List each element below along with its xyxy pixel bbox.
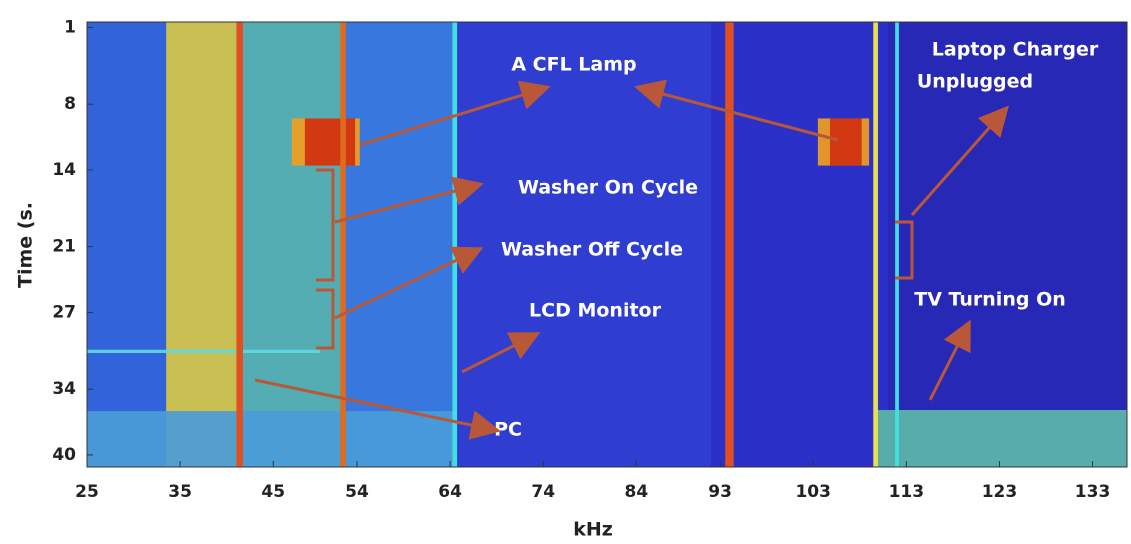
x-axis-label: kHz (573, 519, 613, 541)
x-tick-label: 113 (889, 482, 925, 502)
spectral-region (344, 22, 455, 467)
y-tick-label: 27 (52, 302, 76, 322)
spectral-region (875, 410, 1127, 467)
annotation: Laptop Charger (932, 39, 1099, 61)
spectral-region (829, 118, 862, 166)
emission-line (725, 22, 734, 467)
x-tick-label: 35 (168, 482, 192, 502)
annotation: TV Turning On (914, 289, 1066, 311)
emission-line (452, 22, 458, 467)
x-tick-label: 54 (345, 482, 369, 502)
y-tick-label: 8 (64, 94, 76, 114)
x-tick-label: 74 (531, 482, 555, 502)
annotation: A CFL Lamp (511, 54, 636, 76)
spectral-region (87, 411, 455, 467)
annotation-arrow (461, 332, 541, 374)
plot-frame (86, 21, 1128, 468)
annotation-arrow (359, 80, 551, 147)
y-tick-label: 34 (52, 379, 76, 399)
y-tick-label: 1 (64, 17, 76, 37)
emission-line (236, 22, 243, 467)
spectral-region (87, 22, 167, 467)
annotation-arrow (634, 79, 839, 142)
annotation-arrow (334, 246, 484, 320)
x-tick-label: 133 (1075, 482, 1111, 502)
emission-line (340, 22, 346, 467)
annotation: Unplugged (917, 71, 1033, 93)
spectral-region (166, 22, 238, 467)
annotation-arrow (334, 176, 484, 224)
annotation-bracket (895, 220, 914, 280)
annotation: Washer Off Cycle (501, 239, 683, 261)
x-tick-label: 64 (438, 482, 462, 502)
spectral-region (237, 22, 345, 467)
annotation-arrow (928, 319, 971, 401)
annotation-arrow (254, 378, 501, 440)
x-tick-label: 25 (75, 482, 99, 502)
x-tick-label: 103 (795, 482, 831, 502)
y-tick-label: 21 (52, 237, 76, 257)
x-tick-label: 123 (982, 482, 1018, 502)
spectral-region (887, 22, 1127, 411)
emission-line (895, 22, 899, 467)
spectral-region (304, 118, 356, 166)
emission-line (873, 22, 878, 467)
spectral-region (87, 349, 320, 354)
annotation-bracket (316, 288, 335, 350)
annotation-arrow (910, 105, 1009, 216)
y-tick-label: 14 (52, 160, 76, 180)
annotation: Washer On Cycle (518, 177, 698, 199)
annotation: LCD Monitor (529, 300, 662, 322)
annotation: PC (494, 419, 522, 441)
annotation-bracket (316, 168, 335, 282)
y-axis-label: Time (s. (15, 202, 37, 288)
x-tick-label: 84 (624, 482, 648, 502)
x-tick-label: 93 (708, 482, 732, 502)
y-tick-label: 40 (52, 445, 76, 465)
x-tick-label: 45 (261, 482, 285, 502)
